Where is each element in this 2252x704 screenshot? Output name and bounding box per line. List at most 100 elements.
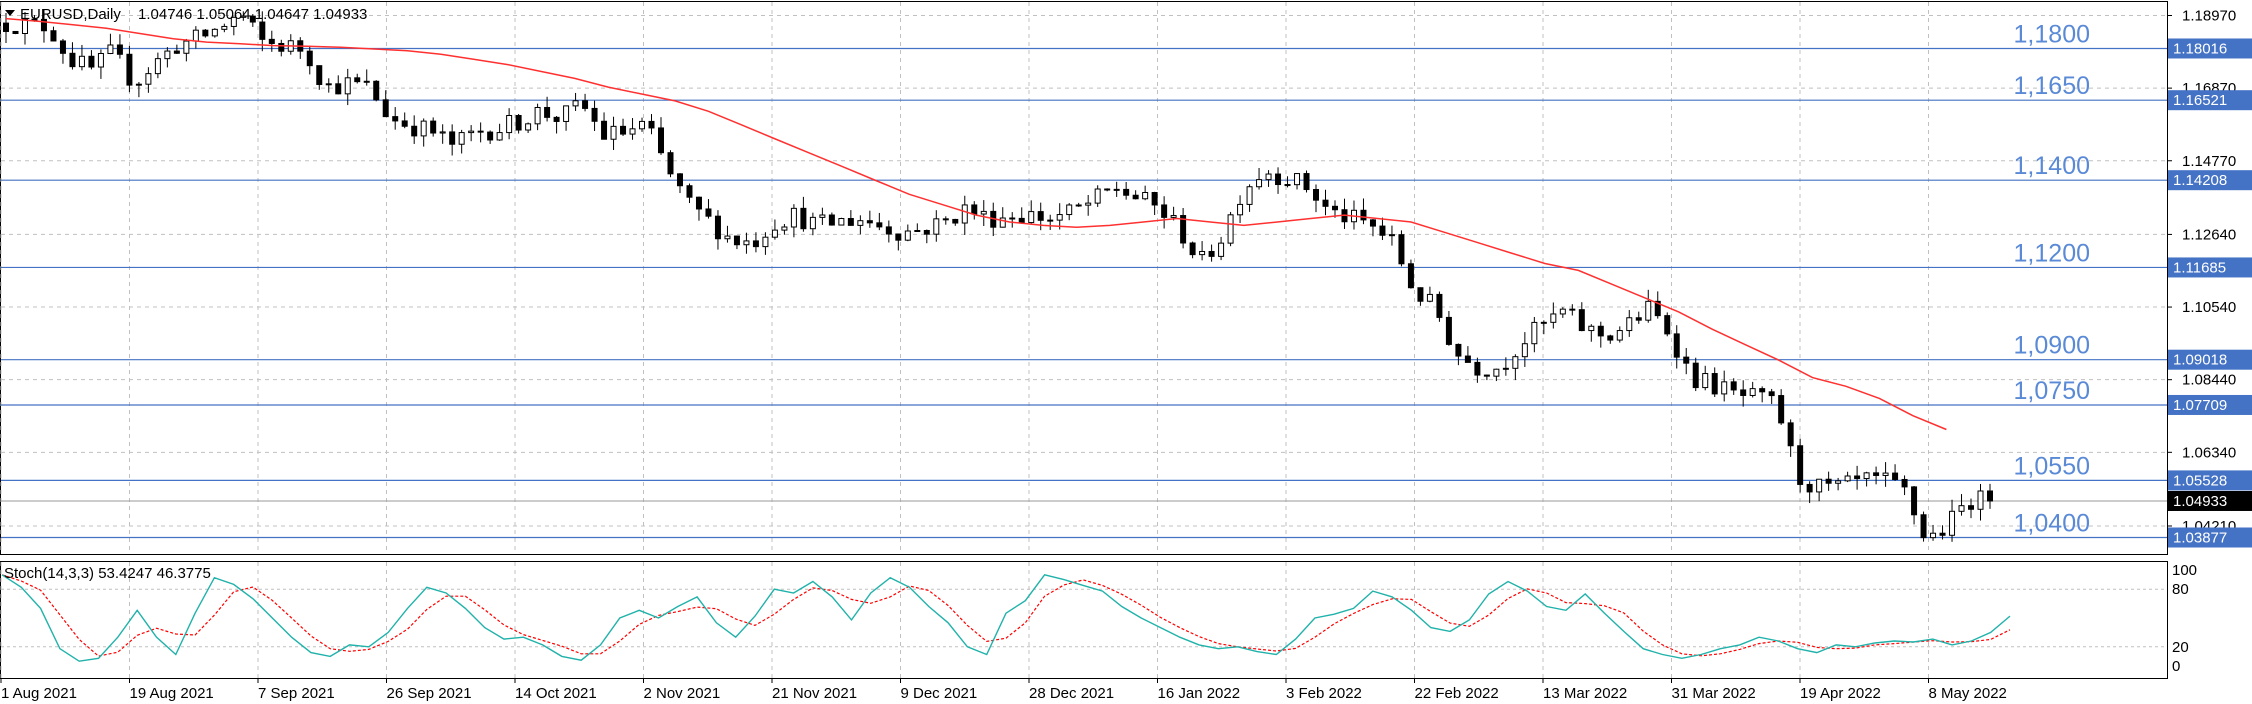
candle-body: [1806, 483, 1813, 493]
level-label: 1,1400: [2014, 152, 2090, 180]
candle-body: [164, 50, 171, 60]
date-axis: 1 Aug 2021 19 Aug 2021 7 Sep 2021 26 Sep 20…: [0, 678, 2007, 702]
candle-body: [1113, 188, 1120, 191]
candle-body: [1521, 343, 1528, 358]
current-price-tag-text: 1.04933: [2173, 493, 2227, 510]
candle-body: [211, 28, 218, 37]
candle-body: [1094, 188, 1101, 204]
triangle-down-icon[interactable]: [5, 10, 15, 16]
candle-body: [952, 218, 959, 224]
candle-body: [1958, 505, 1965, 512]
stoch-tick-label: 100: [2172, 562, 2197, 579]
candle-body: [1047, 219, 1054, 222]
candle-body: [1749, 388, 1756, 396]
level-label: 1,1650: [2014, 72, 2090, 100]
candle-body: [382, 99, 389, 118]
candle-body: [1123, 188, 1130, 196]
candle-body: [885, 226, 892, 235]
level-label: 1,1200: [2014, 239, 2090, 267]
candle-body: [790, 207, 797, 228]
candle-body: [1540, 321, 1547, 324]
candle-body: [1977, 490, 1984, 510]
candle-body: [1056, 214, 1063, 221]
level-price-tag: [2168, 170, 2252, 191]
candle-body: [1759, 388, 1766, 393]
candle-body: [401, 120, 408, 127]
x-tick-label: 16 Jan 2022: [1158, 685, 1241, 702]
candle-body: [116, 44, 123, 55]
level-label: 1,0900: [2014, 332, 2090, 360]
candle-body: [1502, 367, 1509, 370]
current-price-tag: [2168, 490, 2252, 511]
candle-body: [1331, 205, 1338, 211]
candle-body: [648, 120, 655, 129]
candle-body: [268, 38, 275, 44]
candle-body: [1664, 315, 1671, 335]
level-price-tag: [2168, 527, 2252, 548]
candle-body: [914, 229, 921, 232]
x-tick-label: 22 Feb 2022: [1415, 685, 1499, 702]
candle-body: [620, 125, 627, 135]
candle-body: [1987, 490, 1993, 502]
x-tick-label: 19 Apr 2022: [1800, 685, 1881, 702]
y-tick-label: 1.08440: [2182, 372, 2236, 389]
candle-body: [1711, 373, 1718, 395]
x-tick-label: 1 Aug 2021: [1, 685, 77, 702]
candle-body: [752, 240, 759, 248]
candle-body: [1398, 234, 1405, 265]
level-price-tag-text: 1.14208: [2173, 172, 2227, 189]
level-label: 1,1800: [2014, 20, 2090, 48]
stoch-main-line: [1, 574, 2011, 662]
candle-body: [1597, 325, 1604, 337]
candle-body: [1066, 204, 1073, 216]
candle-body: [69, 52, 76, 68]
candle-body: [21, 18, 28, 34]
candle-body: [363, 80, 370, 83]
candle-body: [221, 25, 228, 30]
stoch-signal-line: [1, 574, 2011, 657]
candle-body: [1740, 389, 1747, 396]
candle-body: [1483, 374, 1490, 377]
candle-body: [1673, 333, 1680, 358]
candle-body: [1882, 472, 1889, 476]
candle-body: [1464, 355, 1471, 363]
stoch-label: Stoch(14,3,3) 53.4247 46.3775: [4, 565, 211, 582]
x-tick-label: 21 Nov 2021: [772, 685, 857, 702]
candle-body: [1294, 173, 1301, 186]
candle-body: [1863, 472, 1870, 480]
candle-body: [1588, 325, 1595, 332]
candle-body: [1787, 422, 1794, 447]
level-price-tag: [2168, 90, 2252, 111]
candle-body: [249, 15, 256, 23]
candle-body: [506, 114, 513, 134]
candle-body: [1417, 287, 1424, 302]
candle-body: [1132, 194, 1139, 200]
candle-body: [12, 30, 19, 34]
candle-body: [544, 106, 551, 118]
candle-body: [1607, 335, 1614, 341]
candle-body: [1901, 478, 1908, 488]
level-price-labels: 1,1800 1,1650 1,1400 1,1200 1,0900 1,0750 1,05…: [2014, 20, 2090, 537]
candle-body: [1208, 250, 1215, 257]
candle-body: [553, 116, 560, 122]
candle-body: [240, 15, 247, 18]
candle-body: [525, 123, 532, 131]
candle-body: [1322, 199, 1329, 207]
x-tick-label: 26 Sep 2021: [387, 685, 472, 702]
candle-body: [126, 53, 133, 86]
candle-body: [1930, 532, 1937, 539]
candle-body: [325, 83, 332, 86]
candle-body: [1635, 317, 1642, 321]
chart-symbol-label: EURUSD,Daily: [20, 6, 121, 23]
level-price-tag: [2168, 349, 2252, 370]
candle-body: [591, 107, 598, 122]
candle-body: [230, 16, 237, 27]
y-tick-label: 1.10540: [2182, 299, 2236, 316]
candle-body: [1512, 356, 1519, 369]
candle-body: [1142, 192, 1149, 200]
candle-body: [1303, 173, 1310, 191]
stochastic-indicator: 100 80 20 0: [1, 562, 2197, 675]
candle-body: [439, 131, 446, 134]
stoch-tick-label: 80: [2172, 581, 2189, 598]
candle-body: [1284, 184, 1291, 187]
